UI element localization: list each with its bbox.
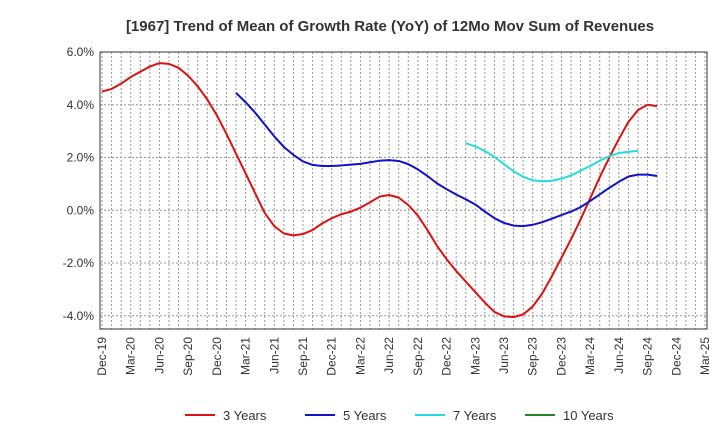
- y-tick-label: -2.0%: [63, 256, 95, 270]
- y-tick-label: -4.0%: [63, 309, 95, 323]
- x-tick-label: Mar-25: [698, 337, 712, 375]
- x-tick-label: Sep-22: [411, 337, 425, 376]
- x-tick-label: Jun-20: [152, 337, 166, 374]
- y-axis: -4.0% -2.0% 0.0% 2.0% 4.0% 6.0%: [63, 45, 95, 323]
- series-line-7-years: [465, 142, 639, 183]
- x-tick-label: Dec-22: [440, 337, 454, 376]
- x-tick-label: Sep-23: [526, 337, 540, 376]
- x-tick-label: Jun-21: [267, 337, 281, 374]
- y-tick-label: 4.0%: [67, 98, 95, 112]
- grid: [100, 51, 707, 329]
- y-tick-label: 2.0%: [67, 151, 95, 165]
- series-layer: [101, 62, 658, 319]
- legend-label: 5 Years: [343, 408, 387, 423]
- x-tick-label: Dec-19: [95, 337, 109, 376]
- x-tick-label: Sep-21: [296, 337, 310, 376]
- x-tick-label: Mar-22: [353, 337, 367, 375]
- plot-frame: [99, 51, 708, 330]
- x-tick-label: Jun-22: [382, 337, 396, 374]
- x-tick-label: Dec-24: [669, 337, 683, 376]
- legend: 3 Years 5 Years 7 Years 10 Years: [185, 408, 614, 423]
- x-tick-label: Mar-23: [468, 337, 482, 375]
- x-tick-label: Sep-24: [641, 337, 655, 376]
- x-tick-label: Mar-20: [124, 337, 138, 375]
- x-tick-label: Jun-24: [612, 337, 626, 374]
- chart-title: [1967] Trend of Mean of Growth Rate (YoY…: [126, 18, 654, 35]
- legend-label: 10 Years: [563, 408, 614, 423]
- x-tick-label: Dec-23: [554, 337, 568, 376]
- legend-label: 3 Years: [223, 408, 267, 423]
- series-line-3-years: [101, 62, 658, 319]
- x-tick-label: Mar-21: [239, 337, 253, 375]
- y-tick-label: 0.0%: [67, 203, 95, 217]
- x-tick-label: Mar-24: [583, 337, 597, 375]
- x-axis: Dec-19 Mar-20 Jun-20 Sep-20 Dec-20 Mar-21 Jun-…: [95, 337, 712, 376]
- x-tick-label: Dec-20: [210, 337, 224, 376]
- series-line-5-years: [235, 92, 658, 228]
- x-tick-label: Dec-21: [325, 337, 339, 376]
- x-tick-label: Jun-23: [497, 337, 511, 374]
- y-tick-label: 6.0%: [67, 45, 95, 59]
- x-tick-label: Sep-20: [181, 337, 195, 376]
- legend-label: 7 Years: [453, 408, 497, 423]
